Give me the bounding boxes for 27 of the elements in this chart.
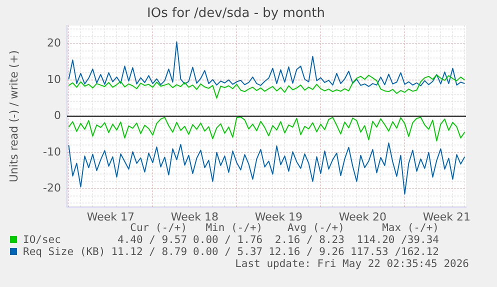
- y-tick-label: 10: [47, 72, 61, 86]
- text: 12.16 / 9.26: [268, 246, 344, 258]
- legend-label: Req Size (KB): [22, 246, 106, 258]
- text: 117.53 /162.12: [349, 246, 439, 258]
- y-tick-label: -20: [43, 182, 61, 195]
- x-tick-label: Week 19: [254, 210, 303, 224]
- y-tick-label: 0: [54, 109, 61, 122]
- text: 11.12 / 8.79: [110, 246, 188, 258]
- text: Min (-/+): [204, 222, 263, 234]
- text: 0.00 / 1.76: [192, 234, 263, 246]
- text: Max (-/+): [381, 222, 439, 234]
- text: 4.40 / 9.57: [116, 234, 188, 246]
- text: Last update: Fri May 22 02:35:45 2026: [235, 258, 469, 270]
- y-tick-label: -10: [43, 145, 61, 158]
- x-tick-label: Week 20: [338, 210, 387, 224]
- x-tick-label: Week 18: [170, 210, 219, 224]
- text: Cur (-/+): [129, 222, 188, 234]
- legend-label: IO/sec: [22, 234, 62, 246]
- x-tick-label: Week 17: [86, 210, 135, 224]
- text: Avg (-/+): [286, 222, 344, 234]
- text: 114.20 /39.34: [356, 234, 439, 246]
- y-tick-label: 20: [47, 36, 61, 50]
- chart-title: IOs for /dev/sda - by month: [147, 6, 325, 22]
- text: 0.00 / 5.37: [192, 246, 263, 258]
- y-axis-title: Units read (-) / write (+): [7, 50, 20, 182]
- text: 2.16 / 8.23: [274, 234, 344, 246]
- x-tick-label: Week 21: [422, 210, 471, 224]
